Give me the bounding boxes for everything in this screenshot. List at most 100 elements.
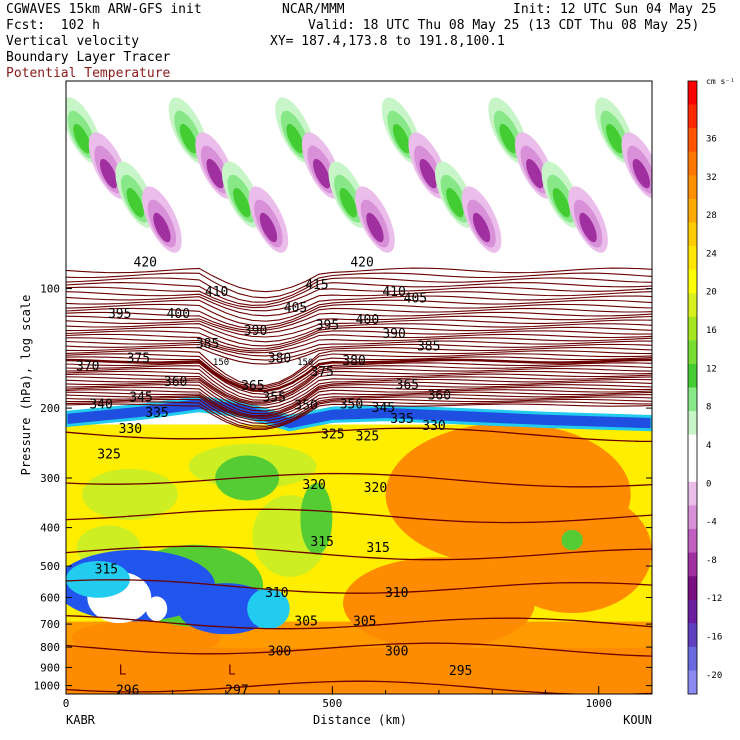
wave-streak [606, 123, 624, 154]
theta-isoline [66, 381, 652, 412]
colorbar-label: 36 [706, 134, 717, 144]
wave-streak [99, 158, 118, 189]
theta-label: 415 [305, 278, 328, 293]
x-axis-label: Distance (km) [313, 713, 407, 727]
tropopause-label: 150 [297, 358, 313, 368]
colorbar-swatch [688, 576, 697, 600]
theta-label: 297 [225, 684, 248, 699]
x-axis: 0 500 1000 [63, 686, 612, 710]
theta-isoline [66, 427, 652, 443]
theta-isoline [66, 340, 652, 357]
colorbar-swatch [688, 552, 697, 577]
header-valid: Valid: 18 UTC Thu 08 May 25 (13 CDT Thu … [308, 18, 700, 33]
colorbar-label: 0 [706, 479, 711, 489]
header-model: CGWAVES 15km ARW-GFS init [6, 2, 202, 17]
theta-isoline [66, 508, 652, 524]
theta-isoline [66, 323, 652, 343]
colorbar-swatch [688, 175, 697, 200]
theta-isoline [66, 396, 652, 425]
colorbar-swatch [688, 340, 697, 365]
theta-isoline [66, 330, 652, 350]
wave-streak [552, 187, 571, 218]
theta-isoline [66, 277, 652, 303]
colorbar-swatch [688, 670, 697, 695]
theta-label: 315 [95, 562, 118, 577]
theta-isoline [66, 680, 652, 694]
theta-label: 370 [76, 359, 99, 374]
theta-label: 380 [268, 351, 291, 366]
x-tick-label: 0 [63, 697, 70, 710]
theta-isoline [66, 282, 652, 306]
colorbar-label: -12 [706, 594, 722, 604]
header-forecast-hour: Fcst: 102 h [6, 18, 100, 33]
theta-isoline [66, 394, 652, 422]
low-marker: L [119, 663, 127, 678]
theta-label: 395 [108, 307, 131, 322]
wave-streak [206, 158, 224, 189]
wave-streak [419, 158, 437, 189]
colorbar-swatch [688, 293, 697, 318]
theta-label: 405 [404, 292, 427, 307]
theta-label: 410 [382, 285, 405, 300]
colorbar-swatch [688, 387, 697, 412]
theta-label: 325 [356, 430, 379, 445]
theta-isoline [66, 545, 652, 561]
theta-label: 400 [356, 313, 379, 328]
theta-label: 315 [366, 541, 389, 556]
y-tick-label: 100 [40, 283, 60, 296]
colorbar-label: -16 [706, 633, 722, 643]
theta-isoline [66, 579, 652, 594]
y-tick-label: 800 [40, 641, 60, 654]
colorbar-label: -4 [706, 518, 717, 528]
theta-isoline [66, 358, 652, 393]
wave-streak [579, 212, 597, 243]
wave-streak [153, 212, 171, 243]
theta-isoline [66, 472, 652, 488]
wave-streak [286, 123, 304, 154]
theta-isoline [66, 642, 652, 657]
colorbar: 36 32 28 24 20 16 12 8 4 0 -4 -8 -12 -16 -20 [687, 80, 722, 695]
theta-label: 305 [294, 615, 317, 630]
wave-streak [313, 158, 331, 189]
colorbar-swatch [688, 599, 697, 624]
theta-isoline [66, 401, 652, 429]
theta-isoline [66, 326, 652, 347]
theta-label: 360 [164, 375, 187, 390]
field-potential-temperature: Potential Temperature [6, 66, 171, 81]
y-tick-label: 1000 [34, 680, 61, 693]
theta-label: 365 [241, 379, 264, 394]
field-patch [81, 468, 178, 520]
theta-isoline [66, 403, 652, 430]
colorbar-label: 8 [706, 403, 711, 413]
theta-isoline [66, 291, 652, 312]
wave-streak [126, 187, 144, 218]
wave-streak [499, 123, 517, 154]
colorbar-units: cm s⁻¹ [706, 77, 735, 86]
colorbar-swatch [688, 246, 697, 270]
colorbar-label: -8 [706, 556, 717, 566]
theta-label: 340 [89, 398, 112, 413]
tropopause-label: 150 [213, 358, 229, 368]
field-patch [247, 588, 290, 630]
theta-label: 410 [205, 285, 228, 300]
colorbar-swatch [688, 411, 697, 435]
colorbar-frame [687, 80, 698, 695]
colorbar-swatch [688, 505, 697, 530]
theta-isoline [66, 307, 652, 330]
theta-label: 315 [310, 535, 333, 550]
y-tick-label: 600 [40, 592, 60, 605]
theta-label: 395 [316, 319, 339, 334]
colorbar-swatch [688, 151, 697, 176]
field-patch [145, 596, 168, 621]
theta-label: 300 [268, 644, 291, 659]
theta-isoline [66, 356, 652, 390]
header-source: NCAR/MMM [282, 2, 345, 17]
theta-label: 420 [350, 256, 373, 271]
colorbar-swatch [688, 434, 697, 459]
low-marker: L [228, 663, 236, 678]
theta-label: 350 [294, 398, 317, 413]
y-tick-label: 500 [40, 560, 60, 573]
y-tick-label: 200 [40, 402, 60, 415]
theta-label: 345 [372, 401, 395, 416]
